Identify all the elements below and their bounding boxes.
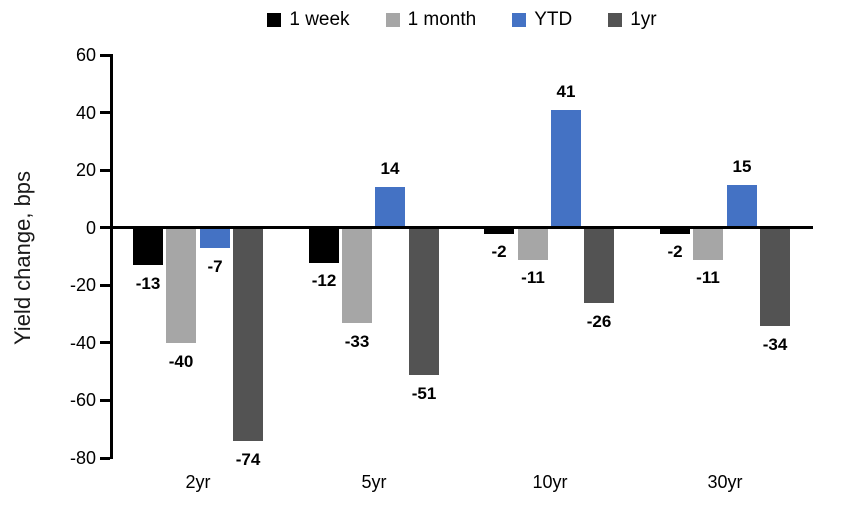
bar-1-month-10yr [518,228,548,260]
chart-legend: 1 week 1 month YTD 1yr [111,6,813,34]
bar-ytd-2yr [200,228,230,248]
y-tick-label-0: 0 [85,218,96,238]
x-category-label-10yr: 10yr [532,472,568,492]
value-label-ytd-5yr: 14 [380,159,400,178]
y-axis-title: Yield change, bps [10,170,35,346]
value-label-1-week-5yr: -12 [311,271,337,290]
value-label-1-week-30yr: -2 [667,242,683,261]
bar-1-month-5yr [342,228,372,323]
value-label-1-month-5yr: -33 [344,332,370,351]
bar-1-month-30yr [693,228,723,260]
bar-1yr-5yr [409,228,439,375]
legend-label-1yr: 1yr [630,9,657,30]
value-label-1yr-30yr: -34 [762,335,788,354]
y-tick-label--60: -60 [69,390,96,410]
y-tick--40 [100,341,110,344]
y-tick--20 [100,284,110,287]
value-label-1yr-2yr: -74 [235,450,261,469]
bar-ytd-10yr [551,110,581,228]
x-category-label-30yr: 30yr [707,472,743,492]
y-tick-label--20: -20 [69,275,96,295]
value-label-1-month-30yr: -11 [696,268,720,287]
value-label-1-month-2yr: -40 [168,352,194,371]
x-category-label-2yr: 2yr [185,472,211,492]
legend-label-1-month: 1 month [407,9,477,30]
legend-swatch-1yr-icon [608,13,623,27]
bar-ytd-5yr [375,187,405,227]
bar-1yr-2yr [233,228,263,441]
legend-item-1yr: 1yr [608,6,657,34]
bar-1-week-10yr [484,228,514,234]
y-tick-20 [100,169,110,172]
y-tick-label--40: -40 [69,333,96,353]
y-tick-0 [100,226,110,229]
y-tick-label-40: 40 [75,103,96,123]
legend-label-1-week: 1 week [289,9,350,30]
bar-1-week-30yr [660,228,690,234]
bar-1yr-30yr [760,228,790,326]
legend-swatch-ytd-icon [512,13,527,27]
zero-axis-line [110,226,813,229]
bar-1yr-10yr [584,228,614,303]
y-tick-label-60: 60 [75,45,96,65]
x-category-label-5yr: 5yr [361,472,387,492]
y-tick-40 [100,111,110,114]
bar-1-week-5yr [309,228,339,263]
y-tick-label-20: 20 [75,160,96,180]
value-label-ytd-30yr: 15 [732,157,752,176]
value-label-1yr-10yr: -26 [586,312,612,331]
legend-item-1-month: 1 month [385,6,477,34]
y-tick-label--80: -80 [69,448,96,468]
value-label-1-month-10yr: -11 [521,268,545,287]
y-tick-60 [100,54,110,57]
legend-item-1-week: 1 week [267,6,350,34]
y-tick--60 [100,399,110,402]
legend-swatch-1-week-icon [267,13,282,27]
value-label-1-week-10yr: -2 [491,242,507,261]
legend-item-ytd: YTD [512,6,572,34]
bar-1-month-2yr [166,228,196,343]
bar-1-week-2yr [133,228,163,265]
value-label-ytd-2yr: -7 [207,257,223,276]
value-label-ytd-10yr: 41 [556,82,576,101]
value-label-1yr-5yr: -51 [411,384,437,403]
y-tick--80 [100,457,110,460]
bar-ytd-30yr [727,185,757,228]
y-axis-line [110,54,113,459]
value-label-1-week-2yr: -13 [135,274,161,293]
legend-swatch-1-month-icon [385,13,400,27]
legend-label-ytd: YTD [534,9,573,30]
